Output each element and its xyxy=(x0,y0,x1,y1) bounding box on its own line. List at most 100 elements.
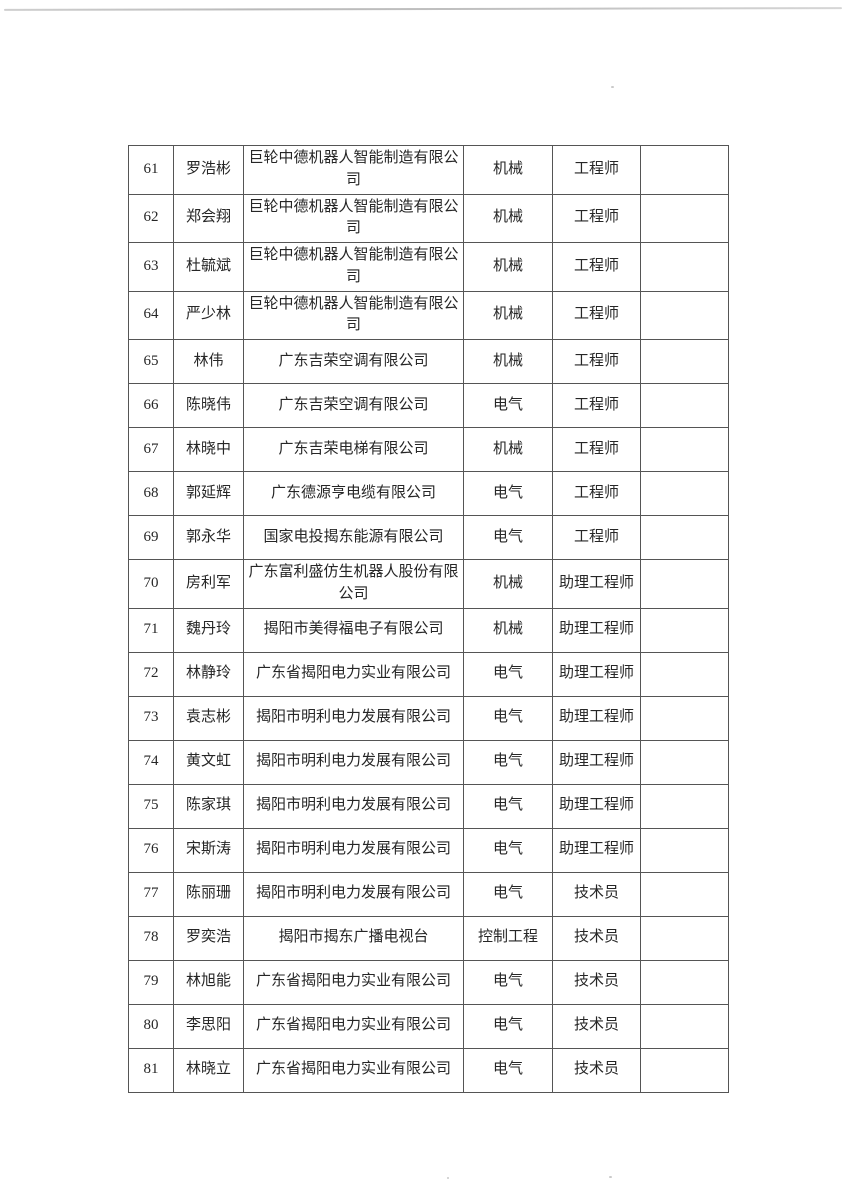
remark-cell xyxy=(640,827,729,873)
major-field-cell: 电气 xyxy=(463,739,553,785)
remark-cell xyxy=(640,242,729,292)
major-field-cell: 电气 xyxy=(463,695,553,741)
remark-cell xyxy=(640,471,729,516)
remark-cell xyxy=(640,1047,729,1093)
row-number-cell: 78 xyxy=(128,915,174,961)
table-row: 73 袁志彬 揭阳市明利电力发展有限公司 电气 助理工程师 xyxy=(128,695,729,741)
qualification-title-cell: 助理工程师 xyxy=(552,695,641,741)
row-number-cell: 70 xyxy=(128,559,174,609)
major-field-cell: 机械 xyxy=(463,193,553,243)
row-number-cell: 68 xyxy=(128,471,174,516)
row-number-cell: 76 xyxy=(128,827,174,873)
remark-cell xyxy=(640,193,729,243)
major-field-cell: 电气 xyxy=(463,871,553,917)
company-cell: 广东省揭阳电力实业有限公司 xyxy=(243,959,464,1005)
table-row: 79 林旭能 广东省揭阳电力实业有限公司 电气 技术员 xyxy=(128,959,729,1005)
remark-cell xyxy=(640,1003,729,1049)
qualification-title-cell: 工程师 xyxy=(552,242,641,292)
company-cell: 广东德源亨电缆有限公司 xyxy=(243,471,464,516)
company-cell: 揭阳市明利电力发展有限公司 xyxy=(243,783,464,829)
company-cell: 揭阳市明利电力发展有限公司 xyxy=(243,871,464,917)
remark-cell xyxy=(640,339,729,384)
personnel-roster-table: 61 罗浩彬 巨轮中德机器人智能制造有限公司 机械 工程师 62 郑会翔 巨轮中德机器人智能制… xyxy=(128,145,729,1093)
table-row: 69 郭永华 国家电投揭东能源有限公司 电气 工程师 xyxy=(128,515,729,560)
remark-cell xyxy=(640,383,729,428)
major-field-cell: 电气 xyxy=(463,471,553,516)
name-cell: 林晓立 xyxy=(173,1047,244,1093)
row-number-cell: 63 xyxy=(128,242,174,292)
table-row: 80 李思阳 广东省揭阳电力实业有限公司 电气 技术员 xyxy=(128,1003,729,1049)
name-cell: 林静玲 xyxy=(173,651,244,697)
row-number-cell: 81 xyxy=(128,1047,174,1093)
qualification-title-cell: 工程师 xyxy=(552,515,641,560)
roster-table-body: 61 罗浩彬 巨轮中德机器人智能制造有限公司 机械 工程师 62 郑会翔 巨轮中德机器人智能制… xyxy=(128,145,729,1093)
row-number-cell: 65 xyxy=(128,339,174,384)
qualification-title-cell: 技术员 xyxy=(552,871,641,917)
row-number-cell: 74 xyxy=(128,739,174,785)
company-cell: 广东省揭阳电力实业有限公司 xyxy=(243,651,464,697)
row-number-cell: 69 xyxy=(128,515,174,560)
major-field-cell: 机械 xyxy=(463,290,553,340)
qualification-title-cell: 助理工程师 xyxy=(552,559,641,609)
table-row: 81 林晓立 广东省揭阳电力实业有限公司 电气 技术员 xyxy=(128,1047,729,1093)
major-field-cell: 电气 xyxy=(463,959,553,1005)
major-field-cell: 电气 xyxy=(463,1003,553,1049)
company-cell: 广东吉荣空调有限公司 xyxy=(243,339,464,384)
company-cell: 巨轮中德机器人智能制造有限公司 xyxy=(243,290,464,340)
table-row: 75 陈家琪 揭阳市明利电力发展有限公司 电气 助理工程师 xyxy=(128,783,729,829)
name-cell: 林伟 xyxy=(173,339,244,384)
major-field-cell: 电气 xyxy=(463,515,553,560)
name-cell: 郭延辉 xyxy=(173,471,244,516)
table-row: 68 郭延辉 广东德源亨电缆有限公司 电气 工程师 xyxy=(128,471,729,516)
name-cell: 房利军 xyxy=(173,559,244,609)
name-cell: 袁志彬 xyxy=(173,695,244,741)
major-field-cell: 电气 xyxy=(463,383,553,428)
remark-cell xyxy=(640,559,729,609)
remark-cell xyxy=(640,695,729,741)
major-field-cell: 机械 xyxy=(463,242,553,292)
row-number-cell: 66 xyxy=(128,383,174,428)
qualification-title-cell: 助理工程师 xyxy=(552,827,641,873)
row-number-cell: 62 xyxy=(128,193,174,243)
remark-cell xyxy=(640,959,729,1005)
table-row: 62 郑会翔 巨轮中德机器人智能制造有限公司 机械 工程师 xyxy=(128,193,729,243)
table-row: 76 宋斯涛 揭阳市明利电力发展有限公司 电气 助理工程师 xyxy=(128,827,729,873)
name-cell: 郑会翔 xyxy=(173,193,244,243)
row-number-cell: 75 xyxy=(128,783,174,829)
name-cell: 宋斯涛 xyxy=(173,827,244,873)
major-field-cell: 电气 xyxy=(463,783,553,829)
row-number-cell: 61 xyxy=(128,145,174,195)
remark-cell xyxy=(640,739,729,785)
remark-cell xyxy=(640,427,729,472)
company-cell: 揭阳市明利电力发展有限公司 xyxy=(243,827,464,873)
row-number-cell: 72 xyxy=(128,651,174,697)
remark-cell xyxy=(640,515,729,560)
qualification-title-cell: 助理工程师 xyxy=(552,651,641,697)
qualification-title-cell: 工程师 xyxy=(552,290,641,340)
row-number-cell: 71 xyxy=(128,607,174,653)
company-cell: 揭阳市明利电力发展有限公司 xyxy=(243,695,464,741)
company-cell: 广东吉荣电梯有限公司 xyxy=(243,427,464,472)
major-field-cell: 电气 xyxy=(463,1047,553,1093)
qualification-title-cell: 工程师 xyxy=(552,471,641,516)
table-row: 64 严少林 巨轮中德机器人智能制造有限公司 机械 工程师 xyxy=(128,290,729,340)
scan-speck xyxy=(447,1177,449,1179)
name-cell: 林晓中 xyxy=(173,427,244,472)
company-cell: 巨轮中德机器人智能制造有限公司 xyxy=(243,145,464,195)
table-row: 78 罗奕浩 揭阳市揭东广播电视台 控制工程 技术员 xyxy=(128,915,729,961)
row-number-cell: 80 xyxy=(128,1003,174,1049)
major-field-cell: 机械 xyxy=(463,559,553,609)
row-number-cell: 64 xyxy=(128,290,174,340)
row-number-cell: 73 xyxy=(128,695,174,741)
remark-cell xyxy=(640,871,729,917)
table-row: 65 林伟 广东吉荣空调有限公司 机械 工程师 xyxy=(128,339,729,384)
name-cell: 林旭能 xyxy=(173,959,244,1005)
qualification-title-cell: 技术员 xyxy=(552,1003,641,1049)
company-cell: 揭阳市美得福电子有限公司 xyxy=(243,607,464,653)
company-cell: 国家电投揭东能源有限公司 xyxy=(243,515,464,560)
table-row: 72 林静玲 广东省揭阳电力实业有限公司 电气 助理工程师 xyxy=(128,651,729,697)
qualification-title-cell: 助理工程师 xyxy=(552,607,641,653)
company-cell: 揭阳市揭东广播电视台 xyxy=(243,915,464,961)
company-cell: 广东吉荣空调有限公司 xyxy=(243,383,464,428)
name-cell: 罗奕浩 xyxy=(173,915,244,961)
